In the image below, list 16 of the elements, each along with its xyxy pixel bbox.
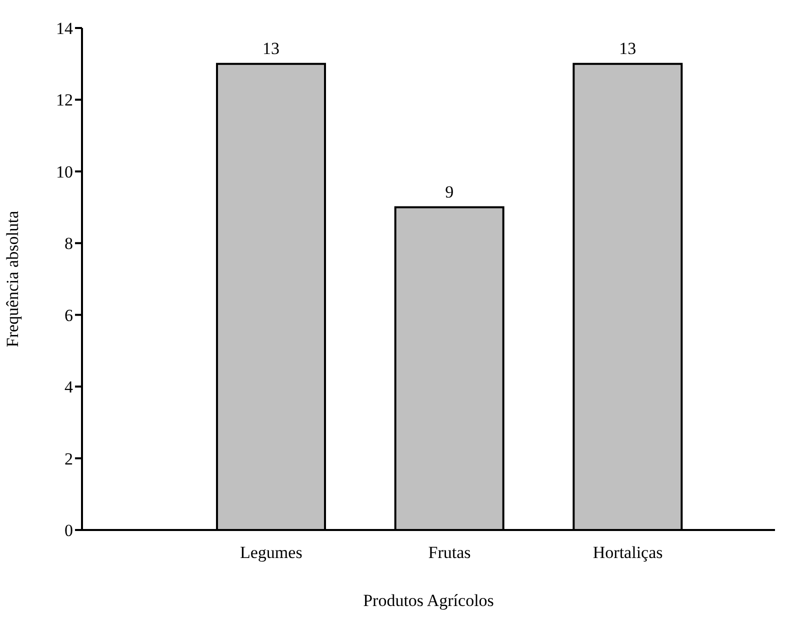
data-label: 9 xyxy=(445,182,454,202)
y-tick-label: 0 xyxy=(64,521,73,540)
x-tick-label: Frutas xyxy=(428,543,471,562)
x-axis-title: Produtos Agrícolos xyxy=(363,591,494,610)
y-tick-label: 12 xyxy=(56,90,73,110)
data-label: 13 xyxy=(262,38,280,58)
data-label: 13 xyxy=(619,38,636,58)
y-tick-label: 14 xyxy=(56,19,74,38)
y-axis-title: Frequência absoluta xyxy=(3,210,22,348)
x-tick-label: Hortaliças xyxy=(592,543,663,562)
y-tick-label: 4 xyxy=(64,378,74,397)
y-tick-label: 10 xyxy=(56,162,73,182)
y-tick-label: 8 xyxy=(64,234,73,254)
x-tick-label: Legumes xyxy=(240,543,302,562)
y-tick-label: 2 xyxy=(64,449,73,468)
y-tick-label: 6 xyxy=(64,306,73,325)
